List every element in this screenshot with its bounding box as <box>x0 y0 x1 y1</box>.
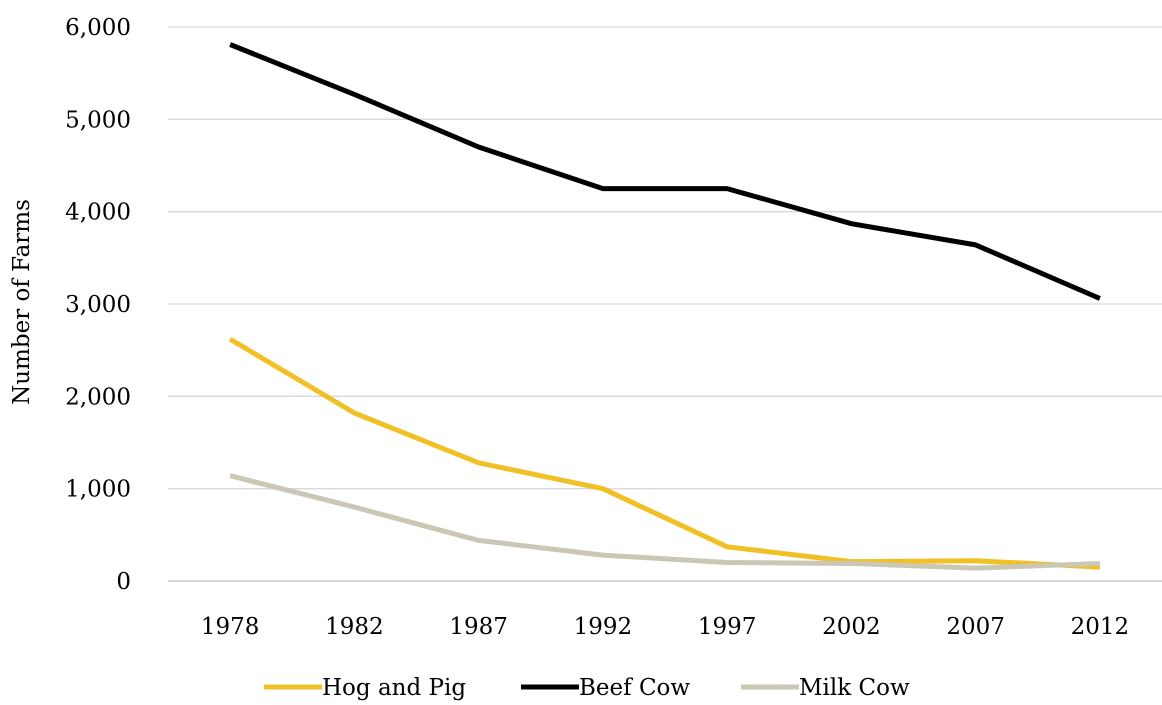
x-axis-ticks: 1978 1982 1987 1992 1997 2002 2007 2012 <box>201 614 1129 640</box>
y-tick-label: 3,000 <box>65 292 131 318</box>
x-tick-label: 2002 <box>822 614 881 640</box>
legend-label: Beef Cow <box>579 675 690 701</box>
legend: Hog and Pig Beef Cow Milk Cow <box>264 675 910 701</box>
series-line-beef-cow <box>229 42 1101 301</box>
legend-label: Hog and Pig <box>322 675 466 701</box>
series-lines <box>228 42 1101 571</box>
y-tick-label: 2,000 <box>65 384 131 410</box>
y-tick-label: 6,000 <box>65 15 131 41</box>
y-axis-title: Number of Farms <box>9 199 35 405</box>
y-tick-label: 4,000 <box>65 200 131 226</box>
legend-item: Hog and Pig <box>264 675 466 701</box>
y-tick-label: 5,000 <box>65 107 131 133</box>
x-tick-label: 1978 <box>201 614 260 640</box>
y-tick-label: 1,000 <box>65 477 131 503</box>
legend-item: Milk Cow <box>741 675 910 701</box>
x-tick-label: 2012 <box>1071 614 1130 640</box>
gridlines <box>168 26 1162 582</box>
x-tick-label: 1992 <box>574 614 633 640</box>
legend-label: Milk Cow <box>799 675 910 701</box>
legend-item: Beef Cow <box>521 675 690 701</box>
y-tick-label: 0 <box>116 569 131 595</box>
x-tick-label: 1982 <box>325 614 384 640</box>
x-tick-label: 1997 <box>698 614 757 640</box>
x-tick-label: 2007 <box>946 614 1005 640</box>
series-line-milk-cow <box>229 473 1100 571</box>
x-tick-label: 1987 <box>449 614 508 640</box>
series-line-hog-and-pig <box>228 336 1101 570</box>
y-axis-ticks: 0 1,000 2,000 3,000 4,000 5,000 6,000 <box>65 15 131 595</box>
